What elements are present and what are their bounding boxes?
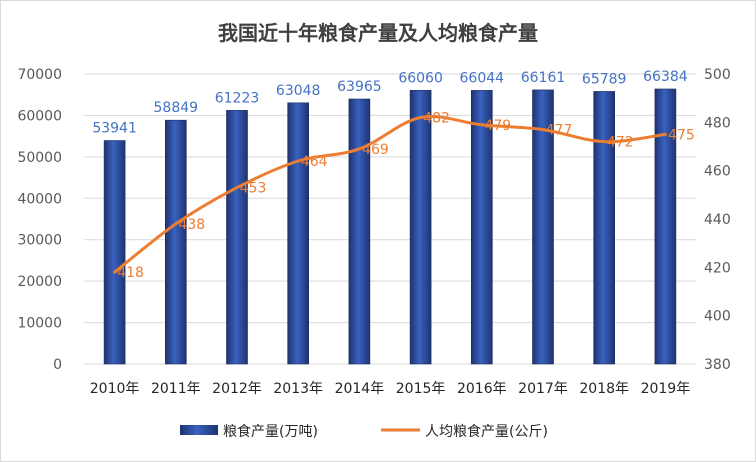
bar-data-label: 66161 xyxy=(521,70,566,86)
line-data-label: 472 xyxy=(607,135,634,151)
left-tick-label: 40000 xyxy=(17,191,62,207)
line-data-label: 469 xyxy=(362,142,389,158)
bar-data-label: 53941 xyxy=(92,121,137,137)
x-tick-label: 2011年 xyxy=(151,381,201,397)
left-tick-label: 0 xyxy=(53,357,62,373)
x-tick-label: 2017年 xyxy=(518,381,568,397)
bar xyxy=(287,102,310,365)
line-data-label: 479 xyxy=(484,118,511,134)
x-tick-label: 2015年 xyxy=(396,381,446,397)
bar-data-label: 61223 xyxy=(215,90,260,106)
chart-title: 我国近十年粮食产量及人均粮食产量 xyxy=(218,21,538,45)
line-data-label: 453 xyxy=(240,181,267,197)
x-tick-label: 2012年 xyxy=(212,381,262,397)
bar xyxy=(165,119,187,365)
x-tick-label: 2014年 xyxy=(335,381,385,397)
left-tick-label: 30000 xyxy=(17,233,62,249)
line-data-label: 475 xyxy=(668,127,695,143)
left-tick-label: 70000 xyxy=(17,67,62,83)
line-data-label: 438 xyxy=(178,217,205,233)
legend: 粮食产量(万吨) 人均粮食产量(公斤) xyxy=(180,423,548,440)
bar xyxy=(348,98,371,365)
legend-bar-label: 粮食产量(万吨) xyxy=(223,423,318,440)
bar xyxy=(654,88,677,365)
left-tick-label: 50000 xyxy=(17,150,62,166)
legend-line-label: 人均粮食产量(公斤) xyxy=(425,423,548,440)
line-data-label: 482 xyxy=(423,111,450,127)
x-axis-ticks: 2010年 2011年 2012年 2013年 2014年 2015年 2016年 2017年… xyxy=(90,381,690,397)
line-data-label: 464 xyxy=(301,154,328,170)
right-tick-label: 440 xyxy=(704,212,731,228)
line-path xyxy=(113,115,667,274)
right-tick-label: 480 xyxy=(704,115,731,131)
right-tick-label: 380 xyxy=(704,357,731,373)
bar xyxy=(532,89,554,365)
x-tick-label: 2016年 xyxy=(457,381,507,397)
bar xyxy=(470,90,493,365)
legend-bar-swatch xyxy=(180,425,218,435)
bar xyxy=(409,90,432,365)
bar-data-label: 66060 xyxy=(398,70,443,86)
line-series: 418 438 453 464 469 482 479 477 472 475 xyxy=(113,111,695,281)
bar-data-label: 58849 xyxy=(154,100,199,116)
x-tick-label: 2018年 xyxy=(579,381,629,397)
right-tick-label: 420 xyxy=(704,260,731,276)
right-tick-label: 400 xyxy=(704,309,731,325)
left-tick-label: 10000 xyxy=(17,316,62,332)
right-tick-label: 460 xyxy=(704,164,731,180)
bar xyxy=(103,140,126,365)
left-tick-label: 20000 xyxy=(17,274,62,290)
left-tick-label: 60000 xyxy=(17,108,62,124)
line-data-label: 418 xyxy=(117,265,144,281)
line-data-label: 477 xyxy=(546,123,573,139)
right-tick-label: 500 xyxy=(704,67,731,83)
bar-data-label: 66384 xyxy=(643,69,688,85)
bar-data-label: 65789 xyxy=(582,71,627,87)
bar xyxy=(226,110,248,365)
left-axis-ticks: 0 10000 20000 30000 40000 50000 60000 70000 xyxy=(17,67,62,373)
bar xyxy=(593,91,616,365)
right-axis-ticks: 380 400 420 440 460 480 500 xyxy=(704,67,731,373)
x-tick-label: 2013年 xyxy=(273,381,323,397)
bar-data-label: 66044 xyxy=(460,70,505,86)
bar-series: 53941 58849 61223 63048 63965 66060 66044 66161… xyxy=(92,69,688,365)
x-tick-label: 2019年 xyxy=(641,381,691,397)
x-tick-label: 2010年 xyxy=(90,381,140,397)
bar-data-label: 63048 xyxy=(276,83,321,99)
bar-data-label: 63965 xyxy=(337,79,382,95)
